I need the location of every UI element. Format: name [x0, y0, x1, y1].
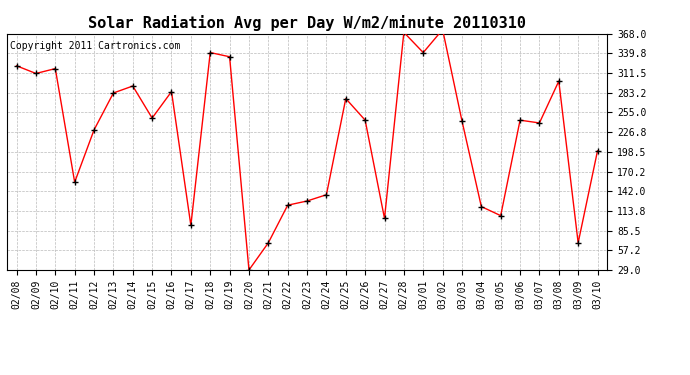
Text: Copyright 2011 Cartronics.com: Copyright 2011 Cartronics.com [10, 41, 180, 51]
Title: Solar Radiation Avg per Day W/m2/minute 20110310: Solar Radiation Avg per Day W/m2/minute … [88, 15, 526, 31]
